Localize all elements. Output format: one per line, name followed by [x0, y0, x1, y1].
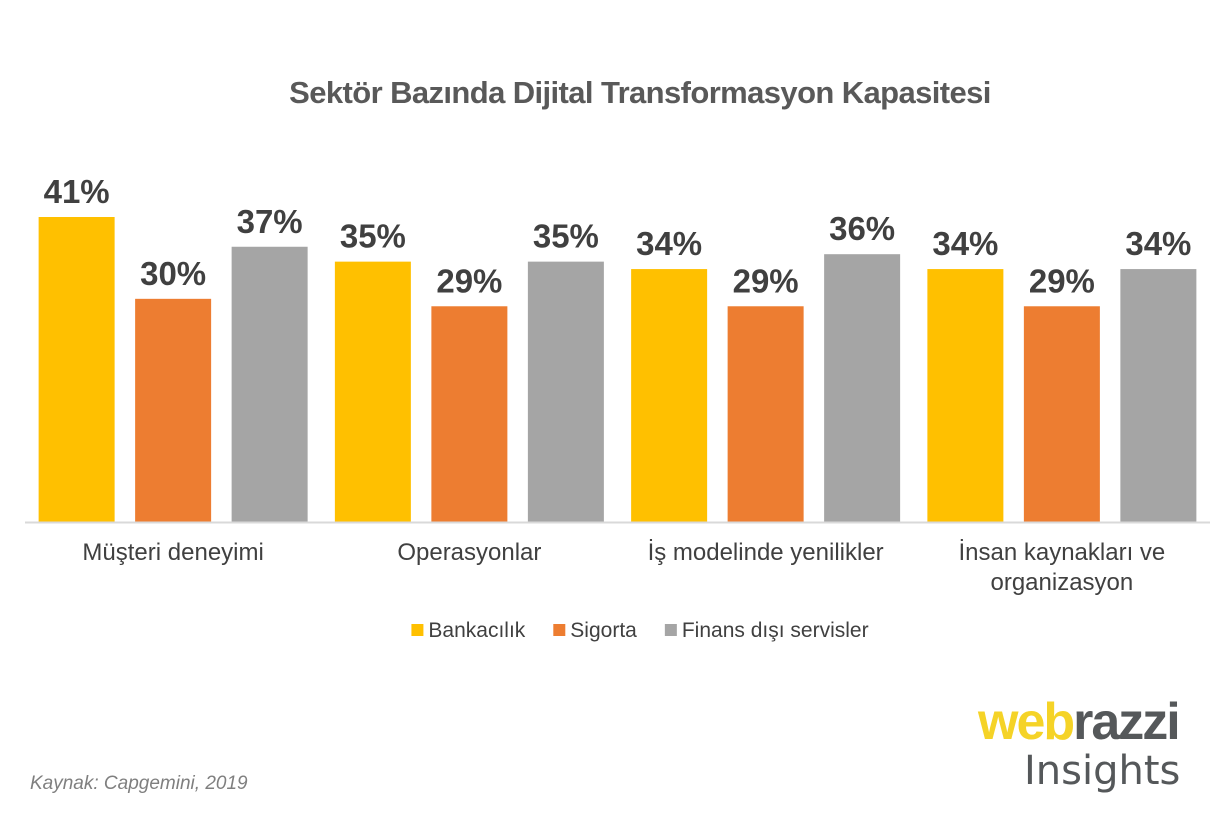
category-label: Operasyonlar — [397, 539, 541, 566]
bar-0-0 — [38, 217, 115, 522]
data-label: 34% — [932, 225, 998, 262]
data-labels-layer: 41% 30% 37% 35% 29% 35% 34% 29% 36% 34% 29% 34% — [44, 173, 1192, 299]
logo-insights: Insights — [1024, 748, 1181, 794]
legend-label: Bankacılık — [428, 619, 525, 642]
data-label: 41% — [44, 173, 110, 210]
logo-razzi: razzi — [1073, 693, 1181, 751]
data-label: 29% — [436, 262, 502, 299]
bar-2-3 — [1120, 269, 1197, 522]
bar-0-2 — [631, 269, 708, 522]
data-label: 37% — [237, 203, 303, 240]
category-label: organizasyon — [990, 569, 1133, 596]
bar-1-1 — [431, 306, 508, 522]
data-label: 30% — [140, 255, 206, 292]
data-label: 35% — [340, 218, 406, 255]
data-label: 29% — [1029, 262, 1095, 299]
bar-2-1 — [527, 261, 604, 522]
legend-item: Finans dışı servisler — [664, 619, 869, 642]
bar-0-1 — [334, 261, 411, 522]
data-label: 29% — [733, 262, 799, 299]
category-labels-layer: Müşteri deneyimi Operasyonlar İş modelinde… — [82, 539, 1165, 596]
bar-1-3 — [1023, 306, 1100, 522]
legend-swatch — [411, 624, 424, 636]
data-label: 34% — [636, 225, 702, 262]
legend-swatch — [664, 624, 677, 636]
legend-item: Bankacılık — [411, 619, 526, 642]
legend-swatch — [553, 624, 566, 636]
legend-item: Sigorta — [553, 619, 637, 642]
category-label: Müşteri deneyimi — [82, 539, 263, 566]
bar-1-2 — [727, 306, 804, 522]
bar-2-2 — [824, 254, 901, 522]
logo-web: web — [978, 693, 1075, 751]
logo-wordmark: webrazzi — [978, 692, 1181, 752]
legend: Bankacılık Sigorta Finans dışı servisler — [411, 619, 869, 642]
bar-0-3 — [927, 269, 1004, 522]
legend-label: Finans dışı servisler — [682, 619, 869, 642]
legend-label: Sigorta — [570, 619, 637, 642]
data-label: 36% — [829, 210, 895, 247]
source-note: Kaynak: Capgemini, 2019 — [30, 773, 248, 794]
category-label: İş modelinde yenilikler — [648, 539, 884, 566]
category-label: İnsan kaynakları ve — [958, 539, 1165, 566]
chart-title: Sektör Bazında Dijital Transformasyon Ka… — [289, 75, 991, 110]
webrazzi-insights-logo: webrazzi Insights — [970, 692, 1220, 807]
bar-2-0 — [231, 246, 308, 522]
bar-1-0 — [135, 298, 212, 522]
data-label: 34% — [1125, 225, 1191, 262]
bars-layer — [38, 217, 1197, 522]
data-label: 35% — [533, 218, 599, 255]
